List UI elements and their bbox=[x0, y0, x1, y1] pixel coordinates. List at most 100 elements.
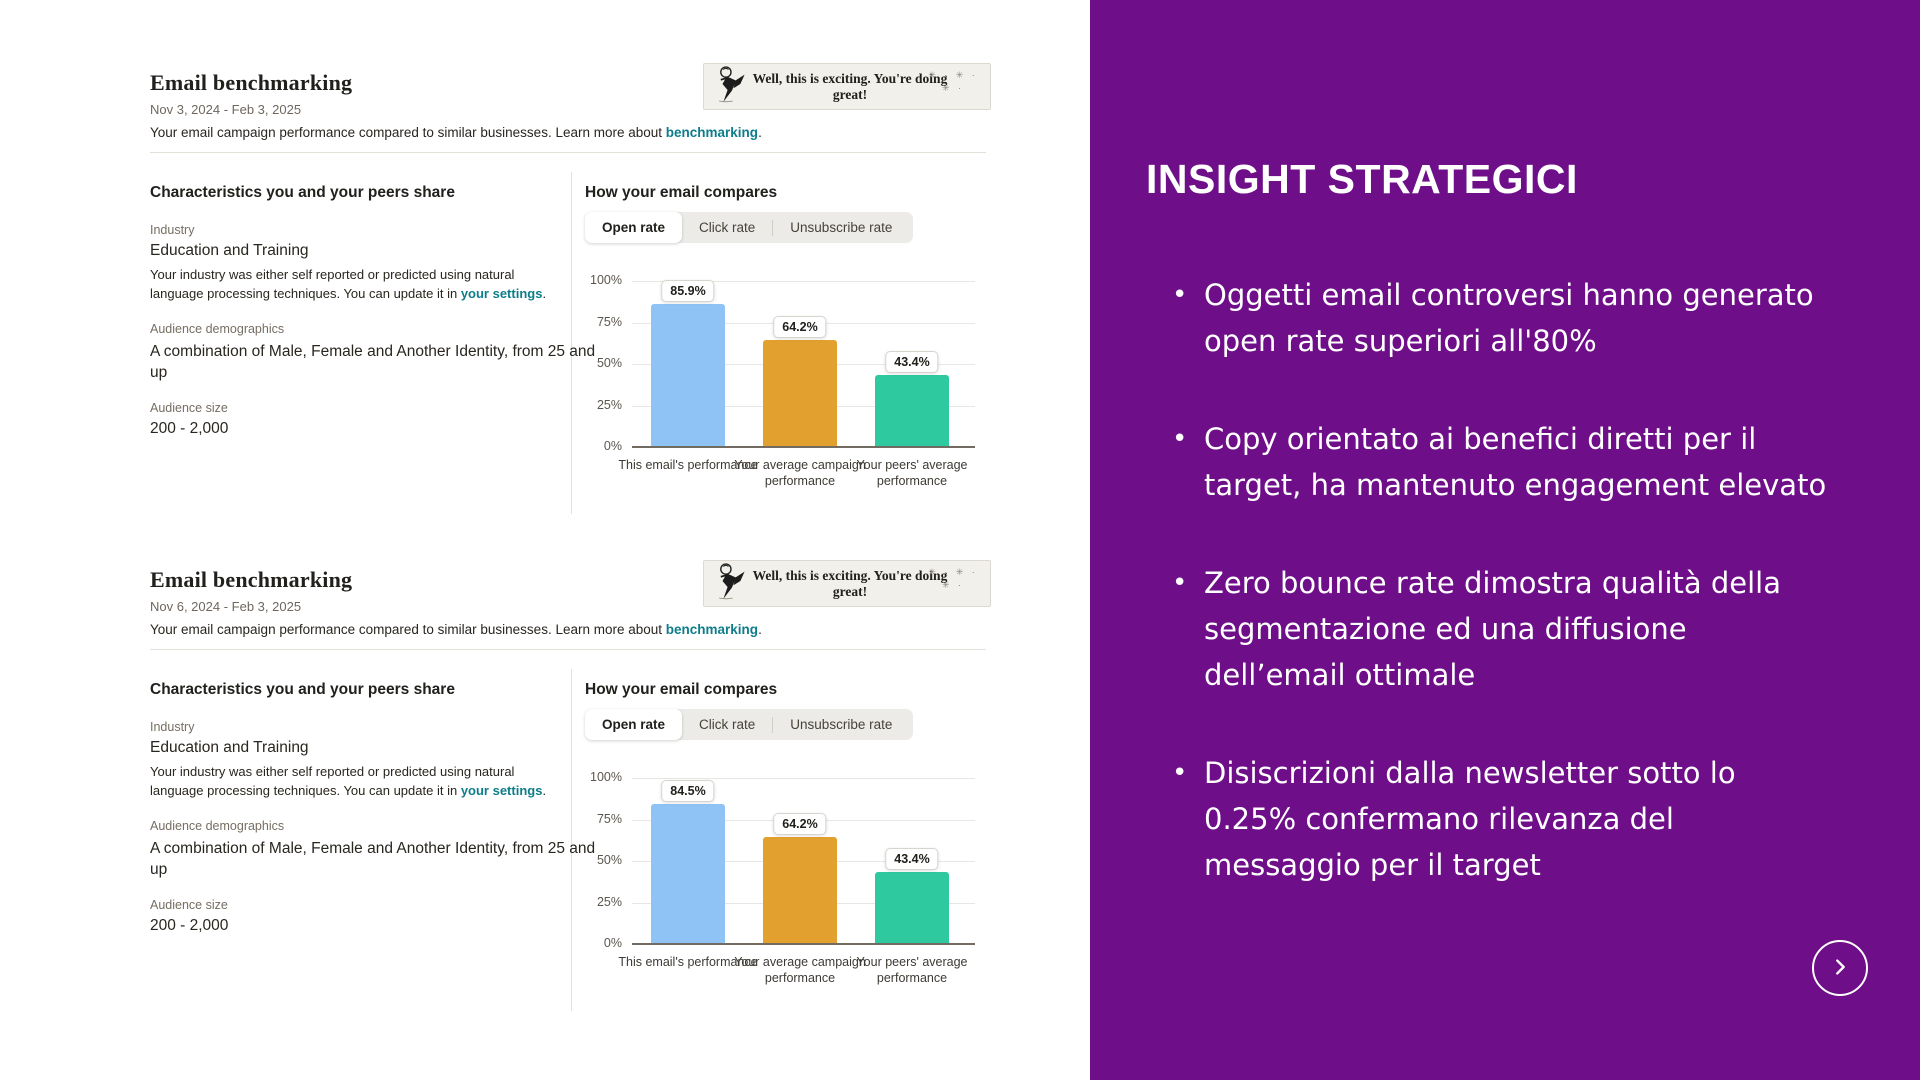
insights-panel: INSIGHT STRATEGICI Oggetti email controv… bbox=[1090, 0, 1920, 1080]
card-description: Your email campaign performance compared… bbox=[150, 125, 762, 140]
insight-bullet: Oggetti email controversi hanno generato… bbox=[1170, 272, 1830, 364]
freddie-dancing-icon bbox=[714, 64, 748, 109]
banner-message: Well, this is exciting. You're doing gre… bbox=[752, 567, 948, 599]
description-period: . bbox=[758, 622, 762, 637]
characteristics-heading: Characteristics you and your peers share bbox=[150, 184, 455, 201]
bar-value-label: 84.5% bbox=[661, 779, 715, 802]
gridline bbox=[632, 778, 975, 779]
tab-unsubscribe-rate[interactable]: Unsubscribe rate bbox=[773, 212, 909, 243]
chart-bar bbox=[875, 374, 949, 447]
email-benchmarking-card-2: Email benchmarking Nov 6, 2024 - Feb 3, … bbox=[0, 497, 1090, 1011]
industry-note-text: Your industry was either self reported o… bbox=[150, 764, 515, 798]
industry-value: Education and Training bbox=[150, 739, 309, 756]
card-title: Email benchmarking bbox=[150, 70, 353, 95]
panel-heading: INSIGHT STRATEGICI bbox=[1146, 156, 1578, 202]
chart-heading: How your email compares bbox=[585, 681, 778, 698]
audience-size-value: 200 - 2,000 bbox=[150, 917, 229, 934]
banner-message: Well, this is exciting. You're doing gre… bbox=[752, 70, 948, 102]
y-axis-tick: 0% bbox=[603, 439, 622, 453]
vertical-divider bbox=[571, 172, 572, 514]
y-axis-tick: 100% bbox=[590, 273, 622, 287]
bar-value-label: 64.2% bbox=[773, 813, 827, 836]
bar-value-label: 85.9% bbox=[661, 280, 715, 303]
email-benchmarking-card-1: Email benchmarking Nov 3, 2024 - Feb 3, … bbox=[0, 0, 1090, 514]
x-axis-label: Your average campaign performance bbox=[734, 458, 866, 488]
chart-y-axis: 100% 75% 50% 25% 0% bbox=[556, 770, 622, 950]
tab-open-rate[interactable]: Open rate bbox=[585, 212, 683, 243]
audience-demographics-value: A combination of Male, Female and Anothe… bbox=[150, 840, 596, 878]
chart-bar bbox=[651, 803, 725, 944]
audience-size-label: Audience size bbox=[150, 401, 228, 415]
chart-y-axis: 100% 75% 50% 25% 0% bbox=[556, 273, 622, 453]
your-settings-link[interactable]: your settings bbox=[460, 285, 543, 301]
bar-chart: 84.5% 64.2% 43.4% bbox=[632, 778, 975, 945]
bar-chart: 85.9% 64.2% 43.4% bbox=[632, 280, 975, 448]
date-range: Nov 3, 2024 - Feb 3, 2025 bbox=[150, 102, 302, 117]
date-range: Nov 6, 2024 - Feb 3, 2025 bbox=[150, 599, 302, 614]
bar-value-label: 43.4% bbox=[885, 350, 939, 373]
audience-demographics-label: Audience demographics bbox=[150, 819, 285, 833]
card-title: Email benchmarking bbox=[150, 567, 353, 592]
y-axis-tick: 75% bbox=[596, 811, 622, 826]
horizontal-divider bbox=[150, 152, 986, 153]
industry-label: Industry bbox=[150, 223, 195, 237]
industry-note: Your industry was either self reported o… bbox=[150, 763, 564, 800]
tab-unsubscribe-rate[interactable]: Unsubscribe rate bbox=[773, 709, 909, 740]
x-axis-label: Your average campaign performance bbox=[734, 955, 866, 985]
chart-heading: How your email compares bbox=[585, 184, 778, 201]
chart-x-axis: This email's performance Your average cam… bbox=[618, 954, 975, 1004]
next-slide-button[interactable] bbox=[1812, 940, 1868, 996]
industry-value: Education and Training bbox=[150, 242, 309, 259]
metric-tabs: Open rate Click rate Unsubscribe rate bbox=[585, 709, 914, 740]
insights-list: Oggetti email controversi hanno generato… bbox=[1170, 272, 1830, 940]
chart-bar bbox=[763, 837, 837, 944]
card-description: Your email campaign performance compared… bbox=[150, 622, 762, 637]
audience-demographics-value: A combination of Male, Female and Anothe… bbox=[150, 343, 596, 381]
x-axis-label: This email's performance bbox=[618, 458, 758, 472]
insight-bullet: Zero bounce rate dimostra qualità della … bbox=[1170, 560, 1830, 698]
benchmarking-link[interactable]: benchmarking bbox=[665, 125, 759, 140]
x-axis-label: Your peers' average performance bbox=[856, 955, 968, 985]
insight-bullet: Copy orientato ai benefici diretti per i… bbox=[1170, 416, 1830, 508]
bar-value-label: 43.4% bbox=[885, 847, 939, 870]
y-axis-tick: 75% bbox=[596, 314, 622, 329]
audience-demographics-label: Audience demographics bbox=[150, 322, 285, 336]
vertical-divider bbox=[571, 669, 572, 1011]
x-axis-label: This email's performance bbox=[618, 955, 758, 969]
horizontal-divider bbox=[150, 649, 986, 650]
industry-label: Industry bbox=[150, 720, 195, 734]
bar-value-label: 64.2% bbox=[773, 316, 827, 339]
your-settings-link[interactable]: your settings bbox=[460, 782, 543, 798]
description-text: Your email campaign performance compared… bbox=[150, 622, 663, 637]
x-axis-line bbox=[632, 943, 975, 945]
encouragement-banner: Well, this is exciting. You're doing gre… bbox=[703, 63, 991, 110]
industry-note: Your industry was either self reported o… bbox=[150, 266, 564, 303]
industry-note-period: . bbox=[542, 285, 547, 301]
tab-click-rate[interactable]: Click rate bbox=[682, 212, 772, 243]
sparkles-decoration: ✳ · ✳ · ✳ · bbox=[928, 567, 978, 590]
audience-size-label: Audience size bbox=[150, 898, 228, 912]
industry-note-period: . bbox=[542, 782, 547, 798]
y-axis-tick: 50% bbox=[596, 853, 622, 867]
description-period: . bbox=[758, 125, 762, 140]
audience-size-value: 200 - 2,000 bbox=[150, 420, 229, 437]
industry-note-text: Your industry was either self reported o… bbox=[150, 267, 515, 301]
y-axis-tick: 25% bbox=[596, 894, 622, 909]
x-axis-line bbox=[632, 446, 975, 448]
chevron-right-icon bbox=[1829, 956, 1851, 981]
metric-tabs: Open rate Click rate Unsubscribe rate bbox=[585, 212, 914, 243]
tab-open-rate[interactable]: Open rate bbox=[585, 709, 683, 740]
freddie-dancing-icon bbox=[714, 561, 748, 606]
y-axis-tick: 100% bbox=[590, 770, 622, 784]
tab-separator bbox=[772, 716, 774, 733]
gridline bbox=[632, 281, 975, 282]
y-axis-tick: 50% bbox=[596, 356, 622, 370]
tab-click-rate[interactable]: Click rate bbox=[682, 709, 772, 740]
y-axis-tick: 25% bbox=[596, 397, 622, 412]
characteristics-heading: Characteristics you and your peers share bbox=[150, 681, 455, 698]
description-text: Your email campaign performance compared… bbox=[150, 125, 663, 140]
sparkles-decoration: ✳ · ✳ · ✳ · bbox=[928, 70, 978, 93]
benchmarking-link[interactable]: benchmarking bbox=[665, 622, 759, 637]
tab-separator bbox=[772, 219, 774, 236]
